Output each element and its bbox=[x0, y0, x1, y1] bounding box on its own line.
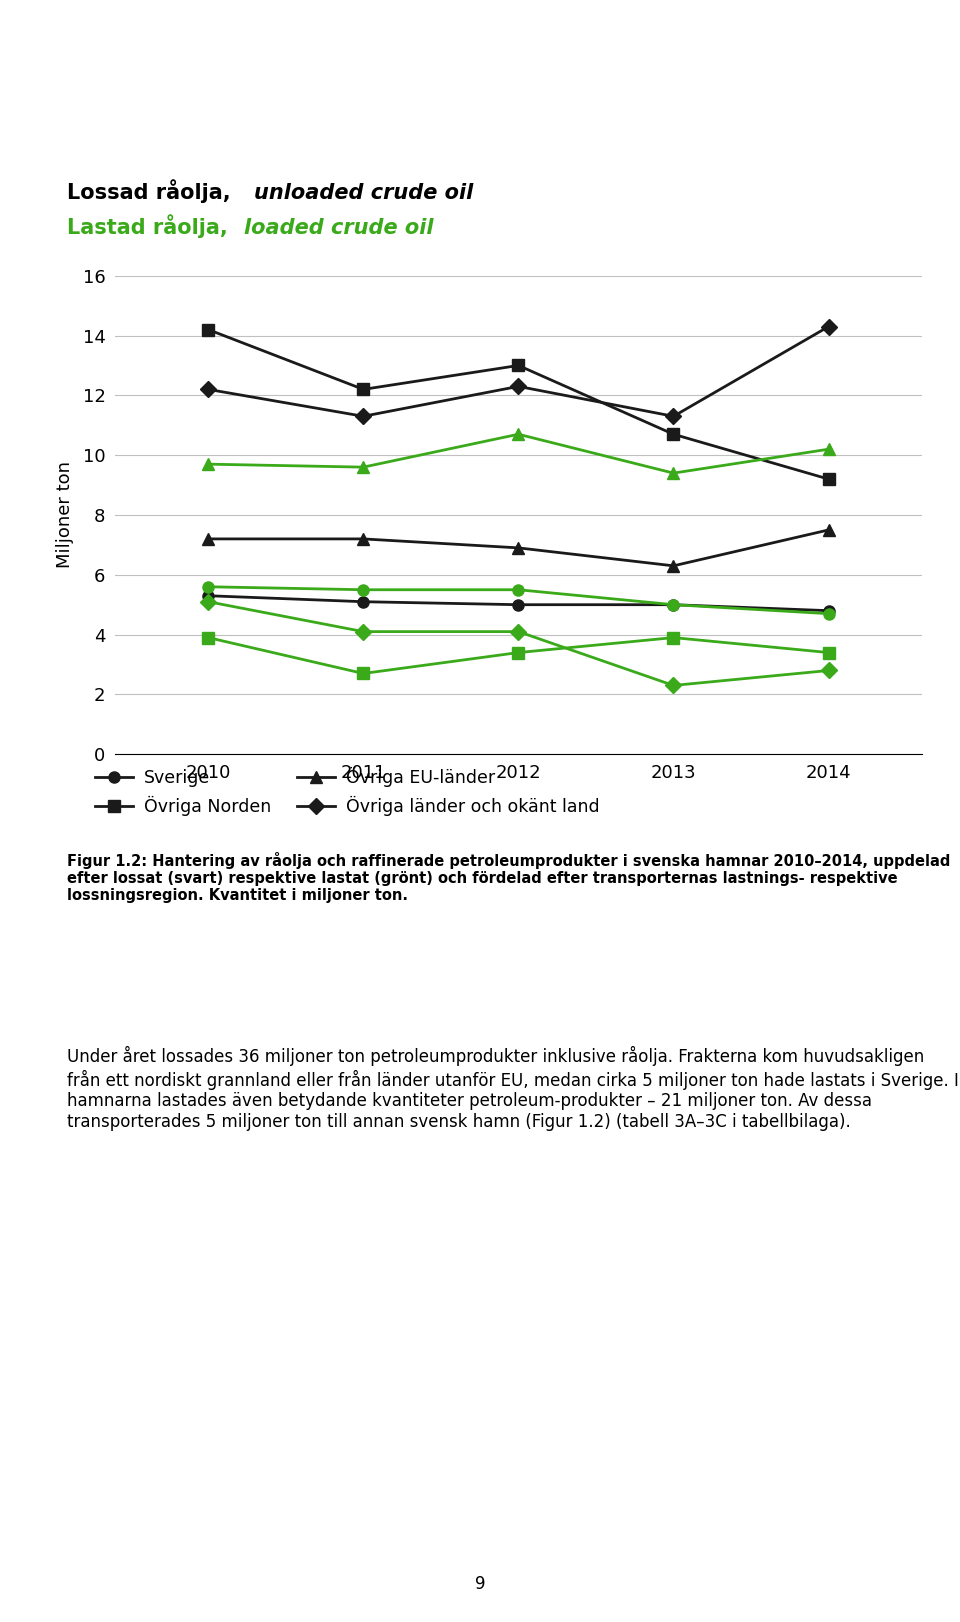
Text: Under året lossades 36 miljoner ton petroleumprodukter inklusive råolja. Frakter: Under året lossades 36 miljoner ton petr… bbox=[67, 1046, 959, 1131]
Text: unloaded crude oil: unloaded crude oil bbox=[254, 183, 473, 203]
Y-axis label: Miljoner ton: Miljoner ton bbox=[57, 462, 74, 568]
Text: Lastad råolja,: Lastad råolja, bbox=[67, 214, 235, 238]
Legend: Sverige, Övriga Norden, Övriga EU-länder, Övriga länder och okänt land: Sverige, Övriga Norden, Övriga EU-länder… bbox=[95, 767, 599, 816]
Text: Figur 1.2: Hantering av råolja och raffinerade petroleumprodukter i svenska hamn: Figur 1.2: Hantering av råolja och raffi… bbox=[67, 852, 950, 903]
Text: 9: 9 bbox=[475, 1575, 485, 1593]
Text: loaded crude oil: loaded crude oil bbox=[244, 219, 433, 238]
Text: Lossad råolja,: Lossad råolja, bbox=[67, 178, 238, 203]
